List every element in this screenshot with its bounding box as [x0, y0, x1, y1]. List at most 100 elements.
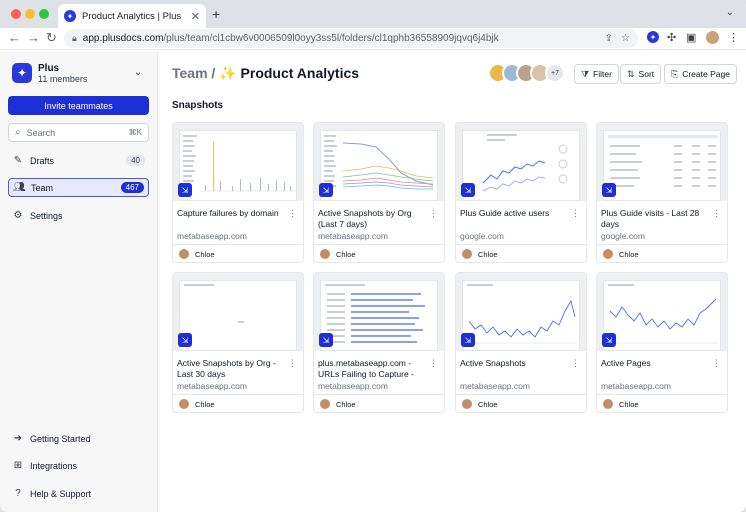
card-author: Chloe	[478, 399, 498, 409]
more-members-badge[interactable]: +7	[545, 63, 565, 83]
card-footer: Chloe	[597, 244, 727, 262]
drafts-count-badge: 40	[126, 155, 145, 166]
snapshot-thumbnail[interactable]: ⇲	[314, 123, 444, 201]
card-source: metabaseapp.com	[318, 231, 388, 241]
new-tab-button[interactable]: +	[212, 6, 221, 22]
maximize-window-button[interactable]	[39, 9, 49, 19]
thumbnail-preview	[179, 130, 297, 201]
folder-title: Product Analytics	[240, 65, 360, 81]
team-icon: 👥︎	[13, 182, 26, 193]
snapshot-thumbnail[interactable]: ⇲	[456, 123, 586, 201]
browser-menu-icon[interactable]: ⋮	[728, 32, 739, 44]
snapshot-card[interactable]: ⇲ Active Snapshots by Org (Last 7 days) …	[313, 122, 445, 263]
team-count-badge: 467	[120, 182, 144, 193]
forward-arrow-icon[interactable]: →	[27, 30, 40, 45]
new-page-icon: ⎘	[671, 68, 679, 79]
card-more-icon[interactable]: ⋮	[429, 208, 438, 218]
author-avatar	[603, 399, 613, 409]
snapshot-card[interactable]: ⇲ Plus Guide visits - Last 28 days ⋮ goo…	[596, 122, 728, 263]
address-bar[interactable]: 🔒︎ app.plusdocs.com/plus/team/cl1cbw6v00…	[64, 29, 638, 48]
chevron-down-icon[interactable]: ⌄	[134, 67, 143, 78]
snapshot-thumbnail[interactable]: ⇲	[173, 273, 303, 351]
search-box[interactable]: ⌕ ⌘K	[8, 123, 149, 142]
back-arrow-icon[interactable]: ←	[8, 30, 21, 45]
snapshot-card[interactable]: ⇲ Active Pages ⋮ metabaseapp.com Chloe	[596, 272, 728, 413]
card-footer: Chloe	[456, 244, 586, 262]
author-avatar	[462, 249, 472, 259]
snapshot-thumbnail[interactable]: ⇲	[314, 273, 444, 351]
arrow-circle-icon: ➜	[13, 433, 23, 444]
snapshot-thumbnail[interactable]: ⇲	[456, 273, 586, 351]
card-title[interactable]: Active Pages	[601, 358, 651, 368]
card-author: Chloe	[195, 249, 215, 259]
card-source: metabaseapp.com	[177, 231, 247, 241]
card-author: Chloe	[619, 399, 639, 409]
create-page-button[interactable]: ⎘ Create Page	[664, 64, 737, 84]
card-more-icon[interactable]: ⋮	[288, 208, 297, 218]
extensions-puzzle-icon[interactable]: ✣	[667, 32, 677, 44]
sidebar-item-label: Settings	[30, 210, 63, 221]
sidebar-item-integrations[interactable]: ⊞ Integrations	[8, 456, 149, 475]
share-icon[interactable]: ⇪	[604, 33, 614, 44]
snapshot-card[interactable]: ⇲ Active Snapshots by Org - Last 30 days…	[172, 272, 304, 413]
author-avatar	[462, 399, 472, 409]
card-author: Chloe	[336, 399, 356, 409]
snapshot-card[interactable]: ⇲ Capture failures by domain ⋮ metabasea…	[172, 122, 304, 263]
sidebar-item-label: Drafts	[30, 155, 55, 166]
snapshot-card[interactable]: ⇲ Plus Guide active users ⋮ google.com C…	[455, 122, 587, 263]
sidebar-item-getting-started[interactable]: ➜ Getting Started	[8, 429, 149, 448]
sort-button[interactable]: ⇅ Sort	[620, 64, 662, 84]
card-more-icon[interactable]: ⋮	[288, 358, 297, 368]
snapshot-card[interactable]: ⇲ plus.metabaseapp.com - URLs Failing to…	[313, 272, 445, 413]
bookmark-star-icon[interactable]: ☆	[621, 33, 630, 44]
card-more-icon[interactable]: ⋮	[712, 208, 721, 218]
snapshot-badge-icon: ⇲	[178, 333, 192, 347]
sidebar-item-settings[interactable]: ⚙︎ Settings	[8, 206, 149, 225]
sidebar-item-label: Help & Support	[30, 488, 92, 499]
browser-tab[interactable]: ✦ Product Analytics | Plus ✕	[58, 4, 206, 28]
plus-extension-icon[interactable]: ✦	[647, 31, 659, 43]
thumbnail-preview	[179, 280, 297, 351]
card-more-icon[interactable]: ⋮	[712, 358, 721, 368]
minimize-window-button[interactable]	[25, 9, 35, 19]
card-title[interactable]: Plus Guide active users	[460, 208, 550, 218]
section-title: Snapshots	[172, 100, 224, 111]
grid-icon: ⊞	[13, 460, 23, 471]
side-panel-icon[interactable]: ▣	[686, 32, 697, 44]
snapshot-thumbnail[interactable]: ⇲	[597, 123, 727, 201]
reload-icon[interactable]: ↻	[46, 30, 57, 45]
thumbnail-preview	[603, 280, 721, 351]
card-more-icon[interactable]: ⋮	[429, 358, 438, 368]
card-title[interactable]: Active Snapshots by Org - Last 30 days	[177, 358, 276, 379]
card-title[interactable]: Active Snapshots by Org (Last 7 days)	[318, 208, 412, 229]
filter-icon: ⧩	[581, 68, 590, 79]
sidebar-item-team[interactable]: 👥︎ Team 467	[8, 178, 149, 197]
snapshot-card[interactable]: ⇲ Active Snapshots ⋮ metabaseapp.com Chl…	[455, 272, 587, 413]
card-title[interactable]: plus.metabaseapp.com - URLs Failing to C…	[318, 358, 414, 379]
card-title[interactable]: Capture failures by domain	[177, 208, 279, 218]
snapshot-thumbnail[interactable]: ⇲	[173, 123, 303, 201]
card-author: Chloe	[619, 249, 639, 259]
sidebar-item-help[interactable]: ? Help & Support	[8, 484, 149, 503]
close-window-button[interactable]	[11, 9, 21, 19]
card-title[interactable]: Active Snapshots	[460, 358, 526, 368]
card-title[interactable]: Plus Guide visits - Last 28 days	[601, 208, 700, 229]
card-author: Chloe	[478, 249, 498, 259]
page-title: Team / ✨ Product Analytics	[172, 65, 359, 82]
snapshot-thumbnail[interactable]: ⇲	[597, 273, 727, 351]
sidebar-item-drafts[interactable]: ✎ Drafts 40	[8, 151, 149, 170]
card-more-icon[interactable]: ⋮	[571, 358, 580, 368]
card-footer: Chloe	[173, 244, 303, 262]
card-source: metabaseapp.com	[460, 381, 530, 391]
search-input[interactable]	[26, 127, 129, 138]
edit-icon: ✎	[13, 155, 23, 166]
tab-search-icon[interactable]: ⌄	[725, 7, 734, 18]
breadcrumb-team[interactable]: Team	[172, 65, 208, 81]
filter-button[interactable]: ⧩ Filter	[574, 64, 619, 84]
invite-teammates-button[interactable]: Invite teammates	[8, 96, 149, 115]
tab-close-icon[interactable]: ✕	[190, 10, 200, 23]
card-source: metabaseapp.com	[318, 381, 388, 391]
profile-avatar[interactable]	[706, 31, 719, 44]
workspace-member-count: 11 members	[38, 74, 88, 84]
card-more-icon[interactable]: ⋮	[571, 208, 580, 218]
